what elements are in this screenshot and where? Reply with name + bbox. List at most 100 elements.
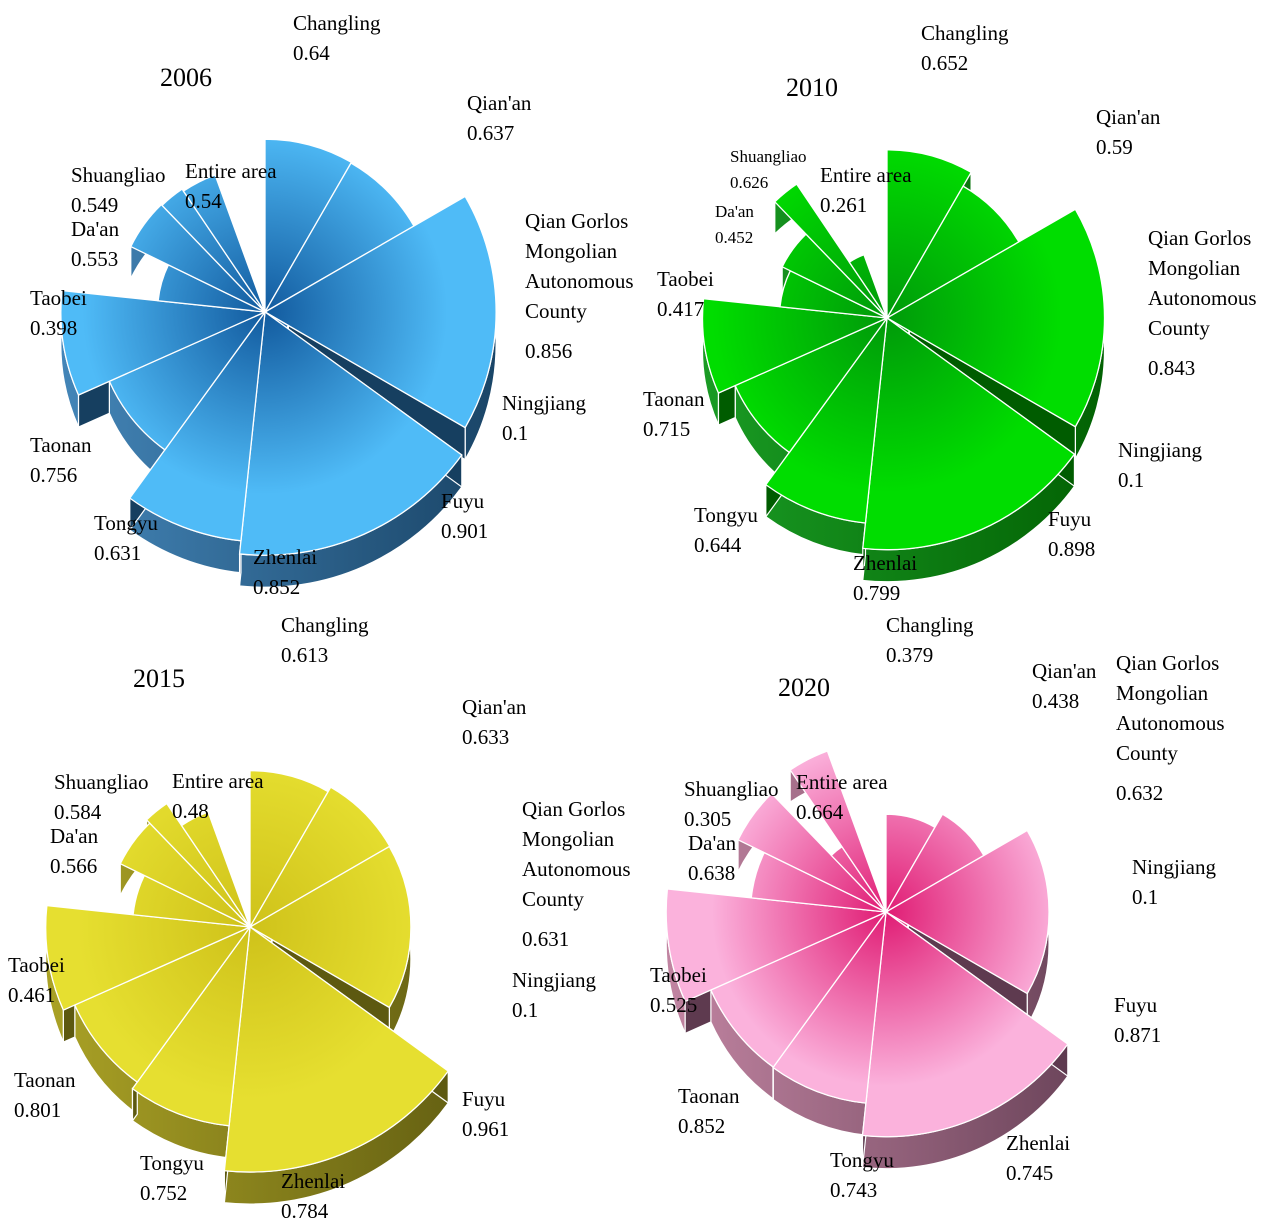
value-label-taonan: 0.801: [14, 1098, 61, 1122]
category-label-da-an: Da'an: [688, 831, 737, 855]
category-label-shuangliao: Shuangliao: [54, 770, 149, 794]
slice-taonan: [45, 904, 253, 1011]
category-label-changling: Changling: [886, 613, 974, 637]
value-label-taobei: 0.525: [650, 993, 697, 1017]
category-label-changling: Changling: [293, 11, 381, 35]
value-label-changling: 0.64: [293, 41, 330, 65]
value-label-entire-area: 0.664: [796, 800, 844, 824]
category-label-fuyu: Fuyu: [441, 489, 485, 513]
slice-qian-gorlos-mongolian-autonomous-county: [885, 208, 1106, 428]
category-label-da-an: Da'an: [715, 202, 754, 221]
category-label-taonan: Taonan: [643, 387, 705, 411]
value-label-changling: 0.379: [886, 643, 933, 667]
value-label-fuyu: 0.871: [1114, 1023, 1161, 1047]
value-label-zhenlai: 0.852: [253, 575, 300, 599]
value-label-fuyu: 0.901: [441, 519, 488, 543]
value-label-da-an: 0.566: [50, 854, 97, 878]
category-label-qian-gorlos-mongolian-autonomous-county: Qian Gorlos: [525, 209, 628, 233]
category-label-entire-area: Entire area: [796, 770, 888, 794]
category-label-shuangliao: Shuangliao: [730, 147, 807, 166]
slice-entire-area: [182, 174, 266, 313]
value-label-entire-area: 0.48: [172, 799, 209, 823]
category-label-qian-an: Qian'an: [462, 695, 527, 719]
category-label-tongyu: Tongyu: [140, 1151, 204, 1175]
category-label-fuyu: Fuyu: [1048, 507, 1092, 531]
slice-qian-gorlos-mongolian-autonomous-county: [248, 845, 412, 1009]
category-label-qian-gorlos-mongolian-autonomous-county: Autonomous: [522, 857, 631, 881]
value-label-qian-gorlos-mongolian-autonomous-county: 0.632: [1116, 781, 1163, 805]
value-label-shuangliao: 0.549: [71, 193, 118, 217]
slice-shuangliao: [773, 183, 888, 319]
category-label-da-an: Da'an: [71, 217, 120, 241]
value-label-ningjiang: 0.1: [1132, 885, 1158, 909]
slice-qian-gorlos-mongolian-autonomous-county: [263, 195, 497, 429]
value-label-taobei: 0.417: [657, 297, 704, 321]
category-label-ningjiang: Ningjiang: [502, 391, 586, 415]
category-label-tongyu: Tongyu: [830, 1148, 894, 1172]
value-label-shuangliao: 0.626: [730, 173, 768, 192]
value-label-ningjiang: 0.1: [512, 998, 538, 1022]
slice-fuyu: [238, 310, 463, 556]
category-label-zhenlai: Zhenlai: [281, 1169, 345, 1193]
slice-qian-gorlos-mongolian-autonomous-county: [884, 829, 1050, 995]
value-label-zhenlai: 0.784: [281, 1199, 329, 1223]
value-label-tongyu: 0.743: [830, 1178, 877, 1202]
category-label-entire-area: Entire area: [172, 769, 264, 793]
category-label-zhenlai: Zhenlai: [253, 545, 317, 569]
value-label-changling: 0.613: [281, 643, 328, 667]
value-label-qian-an: 0.438: [1032, 689, 1079, 713]
value-label-entire-area: 0.261: [820, 193, 867, 217]
category-label-qian-gorlos-mongolian-autonomous-county: County: [525, 299, 587, 323]
value-label-fuyu: 0.961: [462, 1117, 509, 1141]
category-label-taonan: Taonan: [678, 1084, 740, 1108]
chart-title: 2010: [786, 73, 838, 102]
category-label-taobei: Taobei: [650, 963, 707, 987]
category-label-entire-area: Entire area: [820, 163, 912, 187]
value-label-tongyu: 0.752: [140, 1181, 187, 1205]
value-label-qian-an: 0.633: [462, 725, 509, 749]
chart-title: 2006: [160, 63, 212, 92]
value-label-ningjiang: 0.1: [1118, 468, 1144, 492]
value-label-da-an: 0.553: [71, 247, 118, 271]
slice-da-an: [129, 203, 266, 313]
category-label-taobei: Taobei: [8, 953, 65, 977]
category-label-shuangliao: Shuangliao: [684, 777, 779, 801]
slice-changling: [264, 138, 353, 315]
slice-tongyu: [73, 925, 252, 1084]
pie-chart-2015: 2015 Changling 0.613 Qian'an 0.633 Qian Gorlo…: [8, 613, 631, 1223]
category-label-qian-gorlos-mongolian-autonomous-county: Mongolian: [1148, 256, 1241, 280]
category-label-entire-area: Entire area: [185, 159, 277, 183]
value-label-shuangliao: 0.584: [54, 800, 102, 824]
category-label-shuangliao: Shuangliao: [71, 163, 166, 187]
slice-entire-area: [848, 253, 888, 319]
category-label-taobei: Taobei: [30, 286, 87, 310]
category-label-da-an: Da'an: [50, 824, 99, 848]
value-label-tongyu: 0.631: [94, 541, 141, 565]
value-label-taobei: 0.398: [30, 316, 77, 340]
value-label-qian-an: 0.59: [1096, 135, 1133, 159]
value-label-qian-gorlos-mongolian-autonomous-county: 0.856: [525, 339, 572, 363]
slice-fuyu: [223, 925, 450, 1173]
value-label-tongyu: 0.644: [694, 533, 742, 557]
category-label-qian-gorlos-mongolian-autonomous-county: Autonomous: [525, 269, 634, 293]
slice-zhenlai: [131, 924, 251, 1127]
category-label-zhenlai: Zhenlai: [853, 551, 917, 575]
category-label-qian-gorlos-mongolian-autonomous-county: Autonomous: [1116, 711, 1225, 735]
slice-edge-wall: [62, 1004, 76, 1044]
value-label-taobei: 0.461: [8, 983, 55, 1007]
category-label-qian-gorlos-mongolian-autonomous-county: Qian Gorlos: [1116, 651, 1219, 675]
value-label-entire-area: 0.54: [185, 189, 222, 213]
category-label-qian-gorlos-mongolian-autonomous-county: County: [522, 887, 584, 911]
slice-zhenlai: [128, 309, 266, 542]
slice-taonan: [60, 289, 268, 396]
slice-entire-area: [789, 750, 887, 913]
category-label-qian-an: Qian'an: [1032, 659, 1097, 683]
value-label-shuangliao: 0.305: [684, 807, 731, 831]
category-label-qian-gorlos-mongolian-autonomous-county: Qian Gorlos: [1148, 226, 1251, 250]
value-label-qian-gorlos-mongolian-autonomous-county: 0.843: [1148, 356, 1195, 380]
slice-changling: [886, 149, 972, 321]
value-label-qian-gorlos-mongolian-autonomous-county: 0.631: [522, 927, 569, 951]
value-label-da-an: 0.638: [688, 861, 735, 885]
slice-shuangliao: [161, 188, 266, 313]
category-label-qian-an: Qian'an: [467, 91, 532, 115]
